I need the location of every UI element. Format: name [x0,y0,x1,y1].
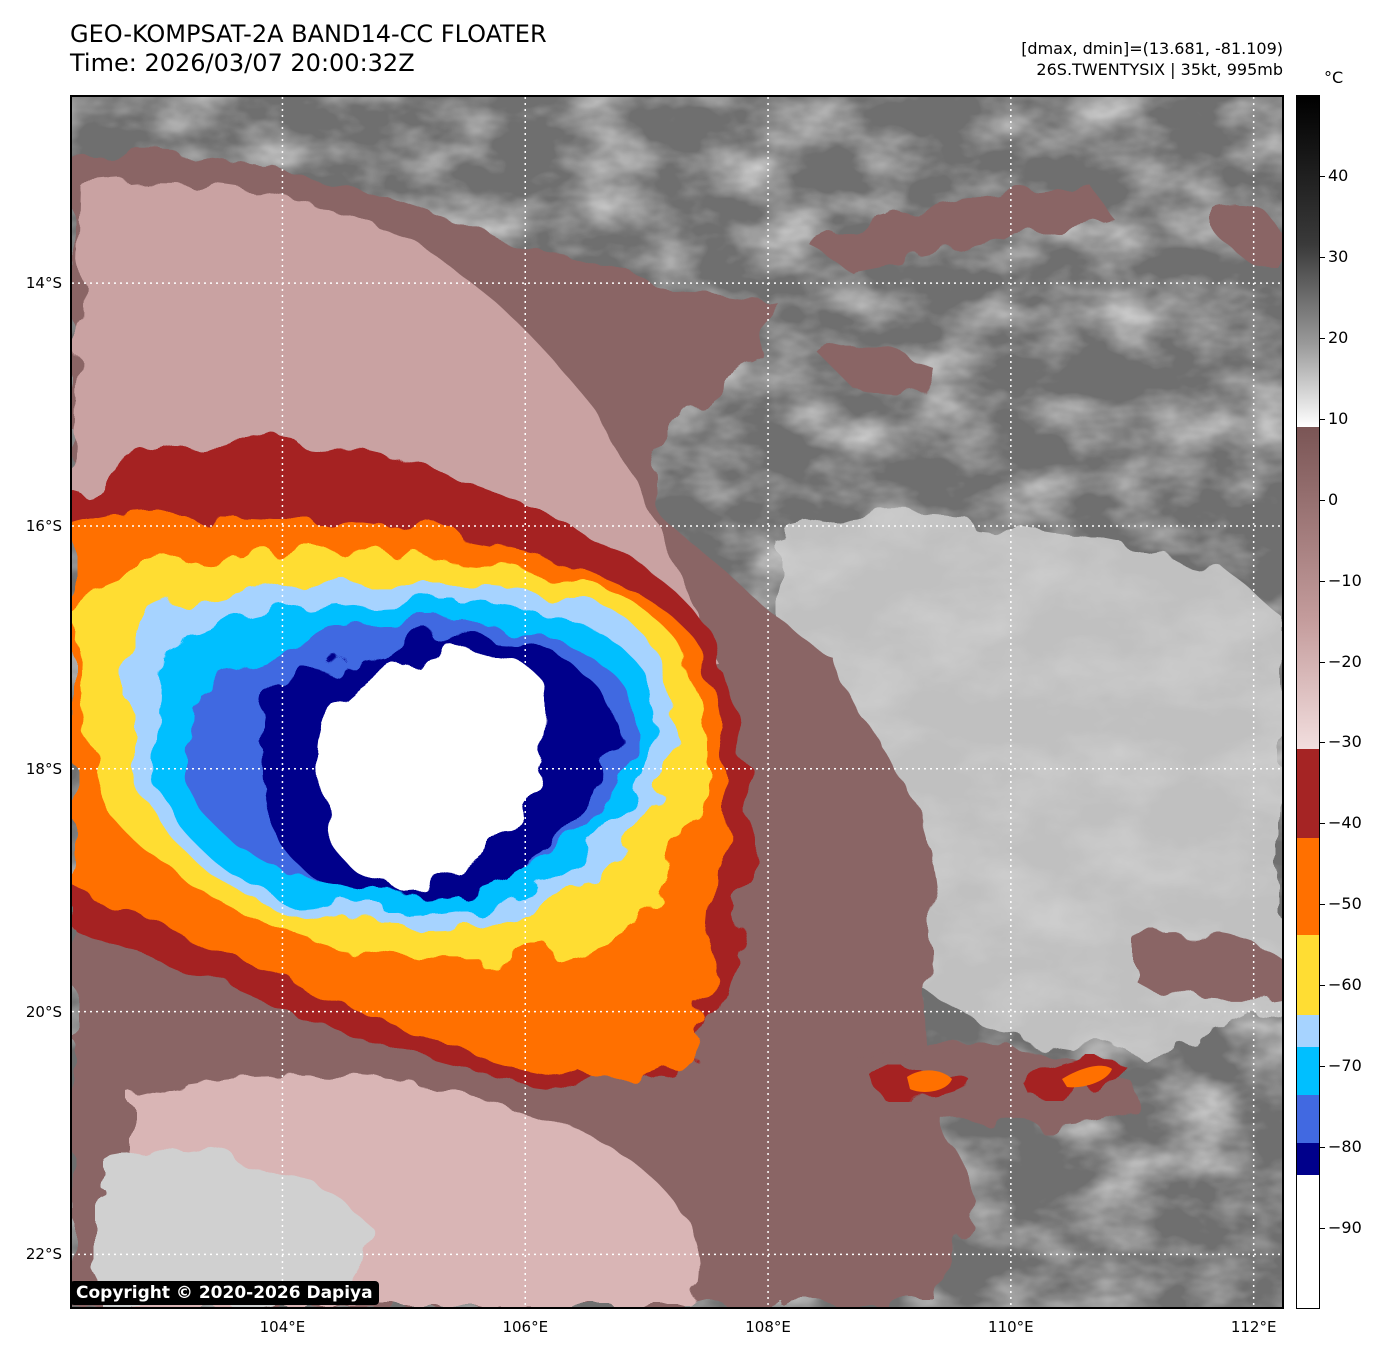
colorbar-tick-label: −70 [1328,1056,1362,1076]
cb-grey-gradient [1297,96,1319,427]
lat-label-16s: 16°S [25,516,62,535]
colorbar-tick-mark [1320,337,1325,339]
colorbar-tick-label: −30 [1328,732,1362,752]
lon-label-104e: 104°E [259,1318,306,1336]
lat-label-14s: 14°S [25,274,62,293]
brown-patch-ne-3 [1212,203,1282,272]
map-svg [72,97,1282,1307]
colorbar-tick-label: −50 [1328,894,1362,914]
lon-label-112e: 112°E [1230,1318,1277,1336]
convection-cell-se-4 [1062,1065,1112,1088]
lon-label-110e: 110°E [988,1318,1034,1336]
colorbar-tick-mark [1320,1147,1325,1149]
colorbar-tick-mark [1320,256,1325,258]
lon-label-106e: 106°E [502,1318,549,1336]
grid-lines [72,97,1282,1307]
colorbar-tick-label: 30 [1328,246,1349,266]
light-grey-southwest [102,1150,370,1307]
white-core [322,651,549,888]
cb-white [1297,1175,1319,1308]
colorbar-svg [1297,96,1319,1308]
brown-patch-east [1132,933,1282,1001]
title-line-2: Time: 2026/03/07 20:00:32Z [70,49,415,77]
colorbar-tick-label: 40 [1328,165,1349,185]
brown-patch-ne-1 [812,187,1112,272]
lat-label-18s: 18°S [25,759,62,778]
cb-light-blue [1297,1015,1319,1047]
colorbar-tick-mark [1320,1066,1325,1068]
colorbar-tick-mark [1320,1228,1325,1230]
colorbar-tick-mark [1320,661,1325,663]
colorbar-tick-mark [1320,175,1325,177]
colorbar-tick-mark [1320,823,1325,825]
info-block: [dmax, dmin]=(13.681, -81.109) 26S.TWENT… [1021,38,1283,80]
convection-cell-se-2 [907,1070,952,1092]
cb-orange [1297,838,1319,935]
colorbar-tick-label: 0 [1328,489,1339,509]
lat-label-20s: 20°S [25,1002,62,1021]
colorbar-tick-mark [1320,418,1325,420]
colorbar-tick-mark [1320,580,1325,582]
colorbar-tick-mark [1320,499,1325,501]
cb-yellow [1297,935,1319,1015]
cb-navy [1297,1143,1319,1175]
brown-patch-ne-2 [812,343,934,393]
range-text: [dmax, dmin]=(13.681, -81.109) [1021,39,1283,58]
cb-royal-blue [1297,1095,1319,1143]
copyright-label: Copyright © 2020-2026 Dapiya [70,1281,379,1305]
satellite-map[interactable] [70,95,1284,1309]
colorbar [1296,95,1320,1309]
colorbar-tick-label: 10 [1328,408,1349,428]
cb-dark-red [1297,749,1319,838]
lat-label-22s: 22°S [25,1245,62,1264]
colorbar-tick-mark [1320,742,1325,744]
colorbar-tick-label: −20 [1328,651,1362,671]
cb-cyan [1297,1047,1319,1095]
colorbar-tick-label: −90 [1328,1218,1362,1238]
colorbar-tick-label: −80 [1328,1137,1362,1157]
colorbar-tick-mark [1320,985,1325,987]
title-line-1: GEO-KOMPSAT-2A BAND14-CC FLOATER [70,20,547,48]
cb-pink-gradient [1297,427,1319,749]
storm-text: 26S.TWENTYSIX | 35kt, 995mb [1036,60,1283,79]
colorbar-tick-label: −10 [1328,570,1362,590]
colorbar-tick-label: 20 [1328,327,1349,347]
chart-title: GEO-KOMPSAT-2A BAND14-CC FLOATER Time: 2… [70,20,547,78]
colorbar-unit: °C [1324,68,1344,87]
colorbar-tick-label: −60 [1328,975,1362,995]
colorbar-tick-label: −40 [1328,813,1362,833]
colorbar-tick-mark [1320,904,1325,906]
lon-label-108e: 108°E [745,1318,791,1336]
orange-tail [550,955,702,1083]
